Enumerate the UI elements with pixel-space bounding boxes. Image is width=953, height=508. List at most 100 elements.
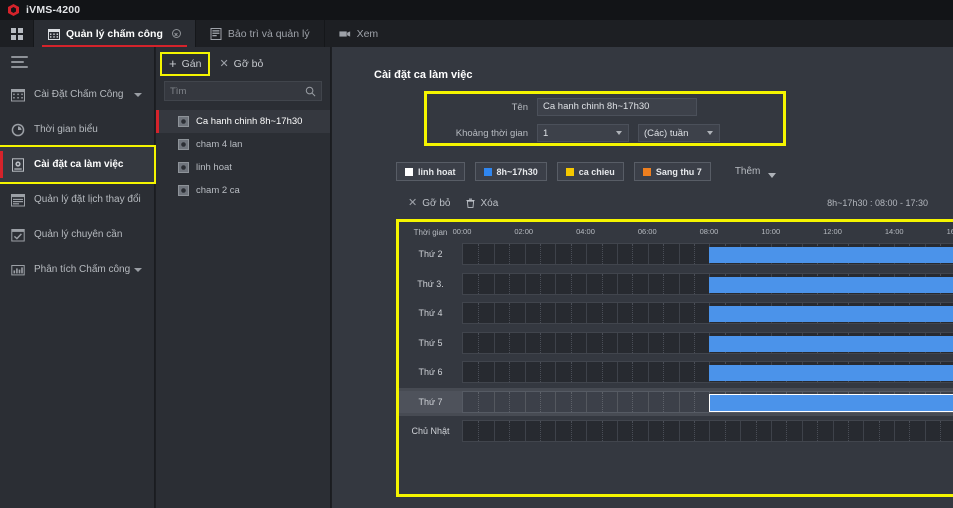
- chevron-down-icon: [707, 131, 713, 135]
- hour-tick: [647, 273, 649, 294]
- half-hour-tick: [693, 244, 695, 264]
- schedule-row-thu-4[interactable]: Thứ 4: [399, 299, 953, 327]
- shift-chip-ca-chieu[interactable]: ca chieu: [556, 162, 624, 181]
- half-hour-tick: [663, 421, 665, 441]
- sidebar-item-cai-dat-cham-cong[interactable]: Cài Đặt Chấm Công: [0, 77, 154, 112]
- period-unit-value: (Các) tuần: [644, 127, 689, 139]
- assign-button[interactable]: + Gán: [159, 52, 211, 76]
- period-unit-select[interactable]: (Các) tuần: [638, 124, 720, 142]
- weekly-schedule: Thời gian 00:00 02:00 04:00 06:00 08:00 …: [399, 222, 953, 494]
- half-hour-tick: [539, 332, 541, 353]
- schedule-row-thu-6[interactable]: Thứ 6: [399, 358, 953, 386]
- day-label: Thứ 2: [418, 249, 443, 259]
- hamburger-menu-icon[interactable]: [0, 47, 154, 77]
- chevron-down-icon[interactable]: [134, 92, 142, 97]
- remove-shift-button[interactable]: ✕ Gỡ bỏ: [408, 198, 450, 209]
- half-hour-tick: [478, 362, 480, 382]
- day-track[interactable]: [462, 331, 953, 354]
- video-camera-icon: [339, 30, 350, 37]
- close-icon[interactable]: [171, 29, 181, 38]
- remove-button[interactable]: ✕ Gỡ bỏ: [212, 54, 270, 74]
- analytics-icon: [11, 264, 25, 275]
- tab-quan-ly-cham-cong[interactable]: Quản lý chấm công: [33, 20, 195, 47]
- half-hour-tick: [509, 332, 511, 353]
- shift-bar[interactable]: [709, 247, 953, 263]
- hour-tick: [555, 362, 557, 382]
- shift-bar[interactable]: [709, 365, 953, 381]
- search-box[interactable]: [164, 81, 322, 101]
- period-label: Khoảng thời gian: [455, 127, 528, 139]
- tick-label: 10:00: [761, 227, 781, 236]
- shift-bar[interactable]: [709, 276, 953, 293]
- hour-tick: [555, 303, 557, 323]
- schedule-row-thu-3[interactable]: Thứ 3.: [399, 270, 953, 298]
- sidebar-item-quan-ly-dat-lich-thay-doi[interactable]: Quản lý đặt lịch thay đổi: [0, 182, 154, 217]
- list-item[interactable]: Ca hanh chinh 8h~17h30: [156, 110, 330, 133]
- hour-tick: [678, 244, 680, 264]
- search-input[interactable]: [170, 85, 305, 97]
- add-more-button[interactable]: Thêm: [735, 166, 777, 178]
- hour-tick: [616, 332, 618, 353]
- schedule-row-thu-7[interactable]: Thứ 7: [399, 387, 953, 416]
- tab-label: Xem: [356, 27, 379, 40]
- delete-shift-button[interactable]: Xóa: [466, 198, 498, 209]
- shift-chip-linh-hoat[interactable]: linh hoat: [396, 162, 465, 181]
- shift-bar-selected[interactable]: [709, 393, 953, 412]
- hour-tick: [647, 362, 649, 382]
- half-hour-tick: [601, 303, 603, 323]
- schedule-row-thu-5[interactable]: Thứ 5: [399, 329, 953, 357]
- hour-tick: [678, 391, 680, 412]
- half-hour-tick: [663, 244, 665, 264]
- half-hour-tick: [570, 421, 572, 441]
- hour-tick: [586, 303, 588, 323]
- search-icon[interactable]: [305, 86, 316, 97]
- chip-label: ca chieu: [578, 166, 615, 177]
- hour-tick: [493, 391, 495, 412]
- chip-label: Sang thu 7: [655, 166, 702, 177]
- hour-tick: [524, 391, 526, 412]
- sidebar-item-cai-dat-ca-lam-viec[interactable]: Cài đặt ca làm việc: [0, 145, 156, 184]
- tab-label: Bảo trì và quản lý: [227, 27, 310, 40]
- tab-xem[interactable]: Xem: [323, 20, 393, 47]
- hour-tick: [647, 391, 649, 412]
- day-track[interactable]: [462, 243, 953, 265]
- day-track[interactable]: [462, 390, 953, 413]
- half-hour-tick: [601, 391, 603, 412]
- day-label: Thứ 6: [418, 367, 443, 377]
- schedule-row-thu-2[interactable]: Thứ 2: [399, 240, 953, 268]
- day-track[interactable]: [462, 302, 953, 324]
- day-track[interactable]: [462, 272, 953, 295]
- tab-bar: Quản lý chấm công Bảo trì và quản lý Xem: [0, 20, 953, 47]
- chevron-down-icon[interactable]: [134, 267, 142, 272]
- hexagon-logo-icon: [8, 4, 19, 16]
- sidebar-item-phan-tich-cham-cong[interactable]: Phân tích Chấm công: [0, 252, 154, 287]
- shift-bar[interactable]: [709, 335, 953, 352]
- hour-tick: [616, 362, 618, 382]
- period-count-select[interactable]: 1: [537, 124, 629, 142]
- sidebar-item-thoi-gian-bieu[interactable]: Thời gian biểu: [0, 112, 154, 147]
- day-track[interactable]: [462, 361, 953, 383]
- grid-apps-icon[interactable]: [0, 20, 33, 47]
- tab-bao-tri-va-quan-ly[interactable]: Bảo trì và quản lý: [194, 20, 324, 47]
- name-input[interactable]: Ca hanh chinh 8h~17h30: [537, 98, 697, 116]
- shift-list-panel: + Gán ✕ Gỡ bỏ: [156, 47, 331, 508]
- sidebar-item-label: Cài đặt ca làm việc: [34, 159, 124, 170]
- shift-chip-8h-17h30[interactable]: 8h~17h30: [474, 162, 547, 181]
- hour-tick: [586, 244, 588, 264]
- list-item[interactable]: cham 2 ca: [156, 179, 330, 202]
- half-hour-tick: [663, 362, 665, 382]
- list-item[interactable]: cham 4 lan: [156, 133, 330, 156]
- half-hour-tick: [663, 332, 665, 353]
- hour-tick: [586, 332, 588, 353]
- shift-bar[interactable]: [709, 306, 953, 322]
- day-track[interactable]: [462, 420, 953, 442]
- hour-tick: [586, 362, 588, 382]
- list-item-label: cham 4 lan: [196, 139, 243, 150]
- shift-chip-sang-thu-7[interactable]: Sang thu 7: [633, 162, 711, 181]
- tick-label: 08:00: [699, 227, 719, 236]
- schedule-row-chu-nhat[interactable]: Chủ Nhật: [399, 417, 953, 445]
- list-item[interactable]: linh hoat: [156, 156, 330, 179]
- chevron-down-icon[interactable]: [768, 172, 777, 178]
- chip-label: linh hoat: [418, 166, 456, 177]
- sidebar-item-quan-ly-chuyen-can[interactable]: Quản lý chuyên cần: [0, 217, 154, 252]
